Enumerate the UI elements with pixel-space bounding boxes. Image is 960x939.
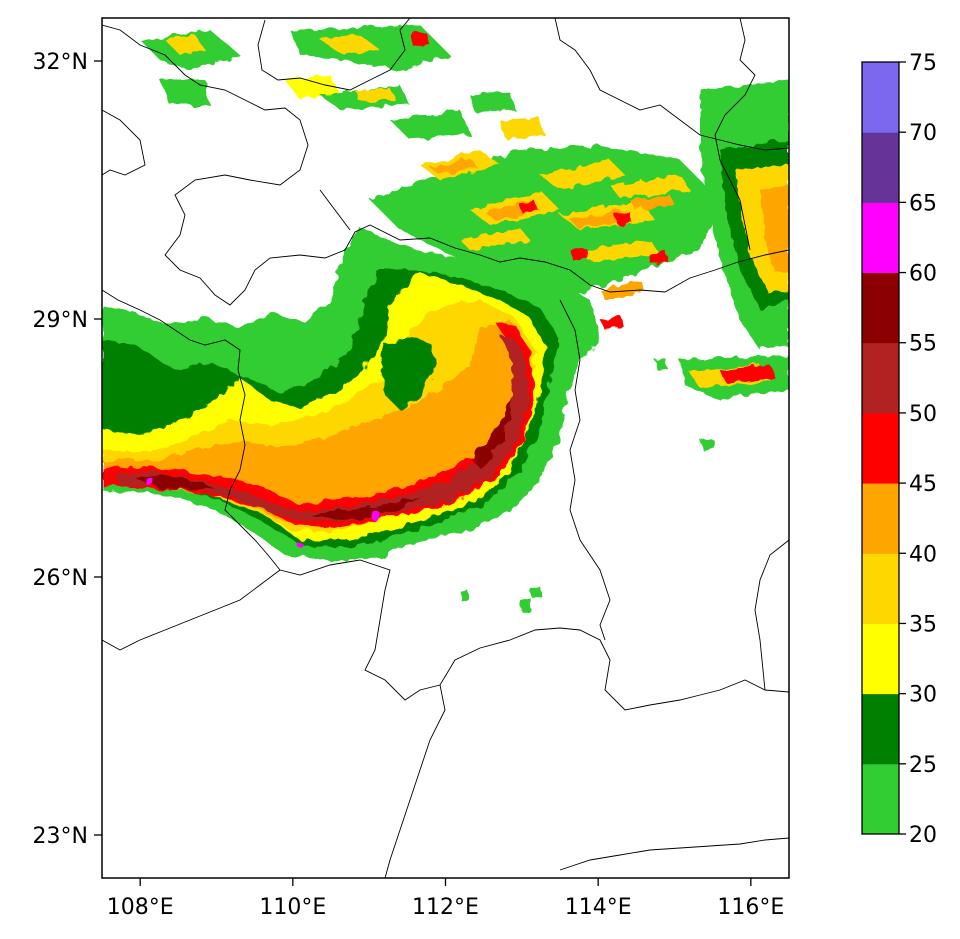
x-tick-label: 114°E — [565, 895, 632, 920]
province-boundaries — [102, 18, 789, 878]
y-axis-ticks: 32°N 29°N 26°N 23°N — [33, 50, 102, 849]
northeast-echo-cluster — [680, 80, 789, 400]
southern-scattered-echoes — [460, 358, 714, 612]
echo-60-65-cell — [371, 511, 381, 521]
colorbar-label: 20 — [909, 823, 937, 848]
colorbar-segment — [862, 623, 899, 695]
radar-echo-field — [102, 25, 789, 612]
colorbar-segment — [862, 412, 899, 484]
colorbar-segment — [862, 272, 899, 344]
colorbar-label: 45 — [909, 472, 937, 497]
echo-40-45 — [102, 320, 530, 525]
map-area: 108°E 110°E 112°E 114°E 116°E 32°N 29°N 26°N 23… — [33, 17, 790, 920]
colorbar-label: 30 — [909, 683, 937, 708]
colorbar-label: 35 — [909, 612, 937, 637]
x-tick-label: 110°E — [259, 895, 326, 920]
x-tick-label: 112°E — [412, 895, 479, 920]
colorbar-segment — [862, 132, 899, 203]
x-tick-label: 108°E — [107, 895, 174, 920]
colorbar-segment — [862, 553, 899, 624]
colorbar: 20 25 30 35 40 45 50 55 60 65 70 75 — [861, 51, 937, 848]
y-tick-label: 26°N — [33, 566, 88, 591]
colorbar-label: 25 — [909, 753, 937, 778]
echo-60-65-cell — [297, 542, 303, 548]
colorbar-label: 40 — [909, 542, 937, 567]
x-tick-label: 116°E — [717, 895, 784, 920]
y-tick-label: 29°N — [33, 308, 88, 333]
colorbar-segment — [862, 202, 899, 274]
colorbar-label: 65 — [909, 191, 937, 216]
colorbar-frame — [861, 61, 900, 835]
y-tick-label: 23°N — [33, 824, 88, 849]
northern-echo-cells — [140, 25, 545, 140]
colorbar-segment — [862, 693, 899, 765]
colorbar-label: 75 — [909, 51, 937, 76]
echo-60-65-cell — [146, 478, 154, 486]
central-echo-streaks — [370, 145, 720, 330]
colorbar-segment — [862, 62, 899, 133]
x-axis-ticks: 108°E 110°E 112°E 114°E 116°E — [107, 878, 784, 920]
colorbar-segment — [862, 763, 899, 835]
colorbar-label: 60 — [909, 262, 937, 287]
colorbar-segment — [862, 483, 899, 554]
colorbar-label: 70 — [909, 121, 937, 146]
echo-45-50 — [102, 322, 535, 528]
colorbar-segment — [862, 342, 899, 414]
y-tick-label: 32°N — [33, 50, 88, 75]
echo-core-25-30 — [380, 335, 435, 410]
colorbar-label: 55 — [909, 332, 937, 357]
colorbar-label: 50 — [909, 402, 937, 427]
